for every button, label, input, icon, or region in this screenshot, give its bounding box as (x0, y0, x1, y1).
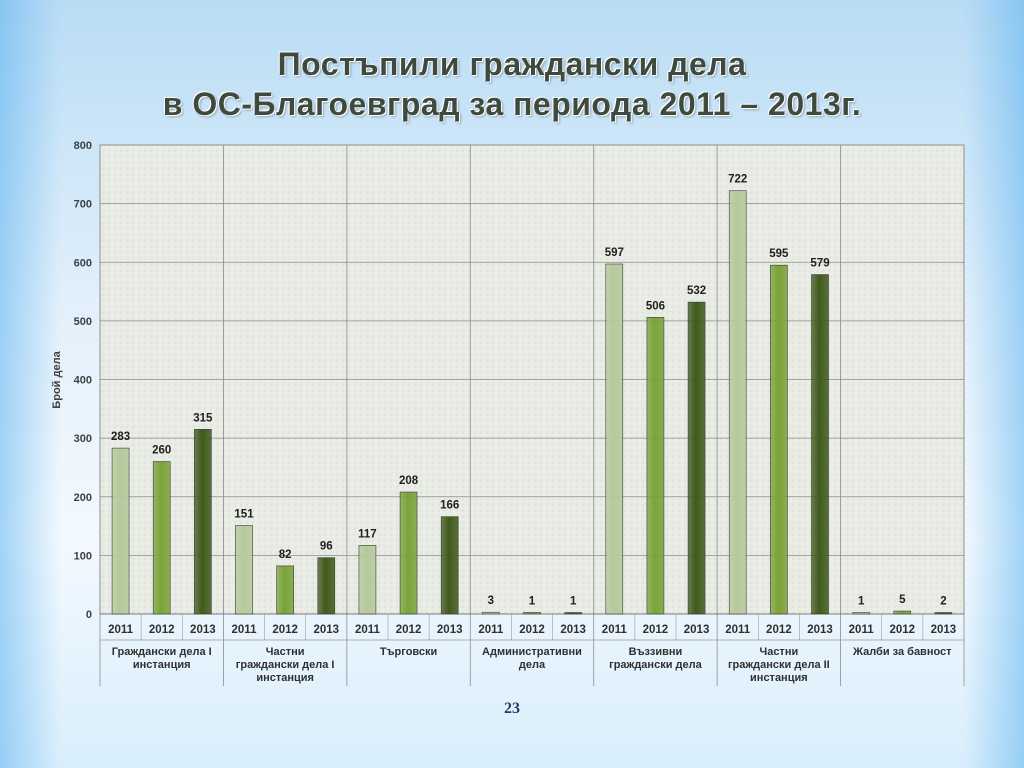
bar-2013 (194, 429, 212, 615)
page-number: 23 (504, 700, 520, 717)
x-tick-year: 2013 (807, 624, 833, 636)
data-label: 1 (570, 596, 577, 608)
category-label: Търговски (380, 646, 438, 658)
bar-2011 (111, 447, 130, 615)
y-tick-label: 100 (74, 550, 92, 562)
category-label: инстанция (750, 672, 808, 684)
x-tick-year: 2013 (313, 624, 339, 636)
y-tick-label: 700 (74, 199, 92, 211)
x-tick-year: 2013 (437, 624, 463, 636)
data-label: 506 (646, 300, 665, 312)
data-label: 96 (320, 541, 333, 553)
bar-2011 (605, 263, 624, 615)
category-label: Жалби за бавност (852, 646, 952, 658)
bar-2011 (358, 545, 377, 615)
x-tick-year: 2011 (478, 624, 504, 636)
x-tick-year: 2012 (519, 624, 545, 636)
x-tick-year: 2012 (643, 624, 669, 636)
x-tick-year: 2013 (190, 624, 216, 636)
x-tick-year: 2012 (766, 624, 792, 636)
x-tick-year: 2011 (849, 624, 875, 636)
x-tick-year: 2011 (725, 624, 751, 636)
category-label: дела (519, 659, 546, 671)
bar-2012 (276, 565, 294, 615)
data-label: 283 (111, 431, 130, 443)
y-tick-label: 300 (74, 433, 92, 445)
data-label: 579 (810, 258, 829, 270)
bar-2012 (646, 317, 665, 615)
category-label: инстанция (256, 672, 314, 684)
data-label: 1 (529, 596, 536, 608)
y-axis-label: Брой дела (51, 350, 63, 408)
data-label: 117 (358, 528, 377, 540)
x-tick-year: 2013 (931, 624, 957, 636)
category-label: граждански дела I (236, 659, 335, 671)
bar-2012 (893, 610, 912, 615)
data-label: 595 (769, 248, 789, 260)
bar-2013 (687, 301, 706, 615)
category-label: Административни (482, 646, 582, 658)
left-decoration (0, 0, 60, 768)
x-tick-year: 2011 (602, 624, 628, 636)
y-tick-label: 0 (86, 609, 92, 621)
y-tick-label: 500 (74, 316, 92, 328)
category-label: инстанция (133, 659, 191, 671)
category-label: граждански дела II (728, 659, 830, 671)
category-label: Въззивни (629, 646, 683, 658)
bar-2011 (235, 525, 253, 615)
data-label: 166 (440, 500, 459, 512)
y-tick-label: 600 (74, 257, 92, 269)
bar-2012 (770, 264, 788, 615)
data-label: 151 (234, 508, 254, 520)
x-tick-year: 2011 (108, 624, 134, 636)
bar-2013 (934, 612, 953, 615)
data-label: 3 (488, 595, 494, 607)
bar-2012 (152, 461, 171, 615)
bar-2011 (482, 611, 500, 615)
y-tick-label: 400 (74, 375, 92, 387)
bar-2011 (728, 190, 747, 615)
x-tick-year: 2012 (889, 624, 915, 636)
x-tick-year: 2011 (232, 624, 258, 636)
x-tick-year: 2011 (355, 624, 381, 636)
slide-title-line2: в ОС-Благоевград за периода 2011 – 2013г… (162, 86, 862, 122)
x-tick-year: 2013 (684, 624, 710, 636)
data-label: 315 (193, 412, 213, 424)
bar-2013 (440, 516, 459, 615)
data-label: 722 (728, 174, 747, 186)
bar-2011 (852, 612, 870, 615)
bar-2012 (523, 612, 541, 615)
category-label: граждански дела (609, 659, 702, 671)
data-label: 1 (858, 596, 865, 608)
data-label: 5 (899, 594, 906, 606)
y-tick-label: 800 (74, 140, 92, 152)
x-tick-year: 2012 (396, 624, 422, 636)
bar-2013 (564, 612, 582, 615)
data-label: 260 (152, 445, 171, 457)
category-label: Граждански дела I (112, 646, 212, 658)
x-tick-year: 2013 (560, 624, 586, 636)
data-label: 532 (687, 285, 706, 297)
data-label: 82 (279, 549, 292, 561)
data-label: 208 (399, 475, 419, 487)
category-label: Частни (266, 646, 305, 658)
slide-title-line1: Постъпили граждански дела (277, 46, 747, 82)
bar-2013 (317, 557, 336, 615)
category-label: Частни (759, 646, 798, 658)
x-tick-year: 2012 (272, 624, 298, 636)
bar-2013 (811, 274, 829, 615)
data-label: 2 (940, 596, 946, 608)
data-label: 597 (605, 247, 624, 259)
x-tick-year: 2012 (149, 624, 175, 636)
bar-2012 (399, 491, 418, 615)
y-tick-label: 200 (74, 492, 92, 504)
